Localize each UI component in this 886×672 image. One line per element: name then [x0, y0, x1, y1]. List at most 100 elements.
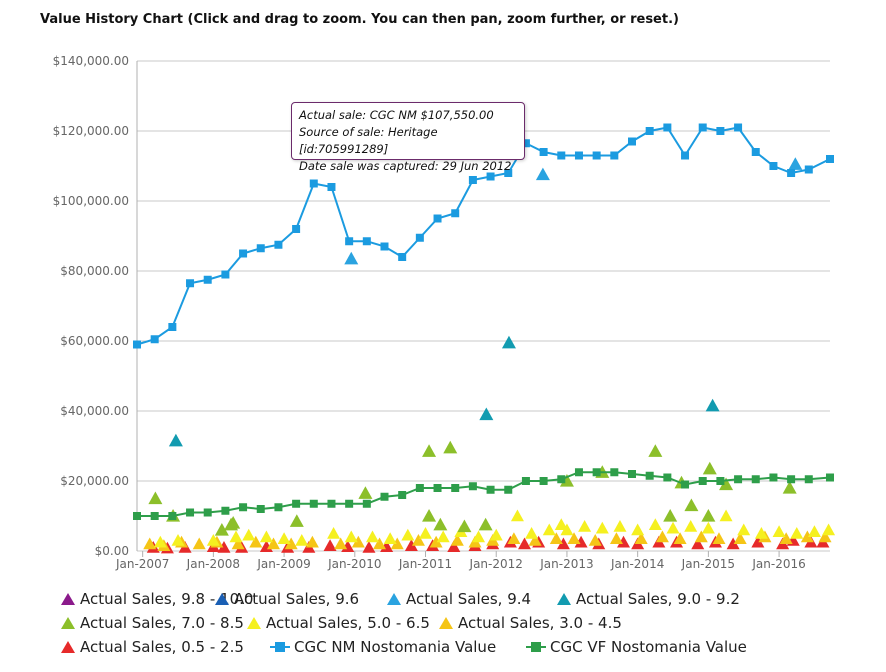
series-line — [136, 126, 831, 346]
tooltip-line-source: Source of sale: Heritage [id:705991289] — [299, 125, 438, 156]
sale-marker — [295, 534, 309, 546]
legend-label: Actual Sales, 9.4 — [406, 590, 532, 608]
sale-marker — [782, 481, 797, 494]
legend-item-actual-sales-5-0-6-5[interactable]: Actual Sales, 5.0 - 6.5 — [246, 614, 430, 632]
sale-marker — [327, 527, 341, 539]
data-point — [415, 233, 424, 242]
data-point — [186, 508, 195, 517]
y-tick-label: $60,000.00 — [60, 334, 129, 348]
data-point — [433, 214, 442, 223]
data-point — [734, 123, 743, 132]
series-actual-sales-9-0-9-2 — [168, 335, 720, 447]
sale-marker — [383, 532, 397, 544]
data-point — [826, 473, 834, 482]
sale-marker — [479, 407, 494, 421]
sale-marker — [559, 474, 574, 487]
data-point — [433, 484, 442, 492]
series-actual-sales-9-4 — [344, 157, 803, 265]
data-point — [734, 475, 743, 484]
sale-marker — [422, 509, 437, 522]
sale-marker — [554, 518, 568, 530]
data-point — [628, 137, 636, 146]
legend-item-actual-sales-9-8-10-0[interactable]: Actual Sales, 9.8 - 10.0 — [60, 590, 253, 608]
legend-item-actual-sales-7-0-8-5[interactable]: Actual Sales, 7.0 - 8.5 — [60, 614, 244, 632]
legend-item-actual-sales-3-0-4-5[interactable]: Actual Sales, 3.0 - 4.5 — [438, 614, 622, 632]
sale-marker — [609, 532, 623, 544]
sale-marker — [143, 537, 157, 550]
series-actual-sales-5-0-6-5 — [153, 509, 836, 548]
data-point — [221, 506, 230, 515]
sale-marker — [666, 521, 680, 534]
sale-marker — [153, 535, 167, 548]
x-tick-label: Jan-2010 — [327, 557, 381, 571]
y-tick-label: $100,000.00 — [53, 194, 129, 208]
data-point — [663, 473, 672, 482]
sale-marker — [450, 534, 464, 546]
sale-marker — [578, 520, 592, 532]
series-cgc-nm-nostomania-value — [133, 123, 834, 349]
data-point — [274, 503, 283, 512]
data-point — [486, 172, 495, 181]
legend-item-actual-sales-9-4[interactable]: Actual Sales, 9.4 — [386, 590, 531, 608]
y-tick-label: $120,000.00 — [53, 124, 129, 138]
data-point — [557, 151, 566, 160]
data-point — [150, 512, 159, 520]
data-point — [133, 512, 141, 520]
chart-plot[interactable]: $0.00 $20,000.00 $40,000.00 $60,000.00 $80,0… — [0, 0, 886, 590]
legend-triangle-icon — [61, 617, 75, 629]
sale-marker — [358, 486, 373, 499]
tooltip-line-date: Date sale was captured: 29 Jun 2012 — [299, 159, 512, 173]
data-point — [504, 485, 513, 494]
sale-marker — [510, 509, 524, 522]
sale-marker — [351, 535, 365, 548]
y-tick-label: $0.00 — [95, 544, 129, 558]
legend-item-cgc-nm-nostomania-value[interactable]: CGC NM Nostomania Value — [270, 638, 496, 656]
legend-item-actual-sales-0-5-2-5[interactable]: Actual Sales, 0.5 - 2.5 — [60, 638, 244, 656]
data-point — [203, 508, 212, 517]
sale-marker — [365, 530, 379, 543]
sale-marker — [574, 535, 588, 548]
sale-marker — [323, 539, 337, 551]
data-point — [645, 471, 654, 480]
data-point — [574, 151, 583, 160]
data-point — [804, 165, 813, 174]
sale-marker — [277, 532, 291, 544]
y-tick-label: $20,000.00 — [60, 474, 129, 488]
data-point — [327, 499, 336, 508]
sale-marker — [631, 523, 645, 536]
sale-marker — [800, 530, 814, 543]
y-tick-label: $140,000.00 — [53, 54, 129, 68]
data-point — [610, 151, 619, 160]
sale-marker — [518, 537, 532, 550]
sale-marker — [822, 523, 836, 536]
legend-label: Actual Sales, 7.0 - 8.5 — [80, 614, 244, 632]
data-point — [380, 492, 389, 501]
legend-item-cgc-vf-nostomania-value[interactable]: CGC VF Nostomania Value — [526, 638, 747, 656]
axis-layer: $0.00 $20,000.00 $40,000.00 $60,000.00 $80,0… — [53, 54, 806, 571]
legend-label: Actual Sales, 9.8 - 10.0 — [80, 590, 254, 608]
data-point — [186, 279, 195, 288]
sale-marker — [648, 444, 663, 457]
legend-item-actual-sales-9-0-9-2[interactable]: Actual Sales, 9.0 - 9.2 — [556, 590, 740, 608]
sale-marker — [217, 541, 231, 553]
legend-square-line-icon — [270, 642, 290, 652]
sale-marker — [733, 532, 747, 544]
sale-marker — [259, 530, 273, 543]
sale-marker — [148, 491, 163, 505]
sale-marker — [779, 532, 793, 544]
data-point — [203, 275, 212, 284]
data-point — [557, 475, 566, 484]
data-point — [716, 477, 725, 485]
data-point — [380, 242, 389, 251]
sale-marker — [705, 398, 720, 412]
legend-triangle-icon — [61, 641, 75, 653]
chart-title: Value History Chart (Click and drag to z… — [40, 12, 679, 27]
sale-marker — [719, 509, 733, 522]
legend-item-actual-sales-9-6[interactable]: Actual Sales, 9.6 — [214, 590, 359, 608]
sale-marker — [702, 461, 717, 475]
sale-marker — [472, 530, 486, 543]
x-tick-label: Jan-2009 — [256, 557, 310, 571]
data-point — [239, 249, 248, 258]
sale-marker — [507, 532, 521, 544]
data-point — [451, 484, 460, 492]
